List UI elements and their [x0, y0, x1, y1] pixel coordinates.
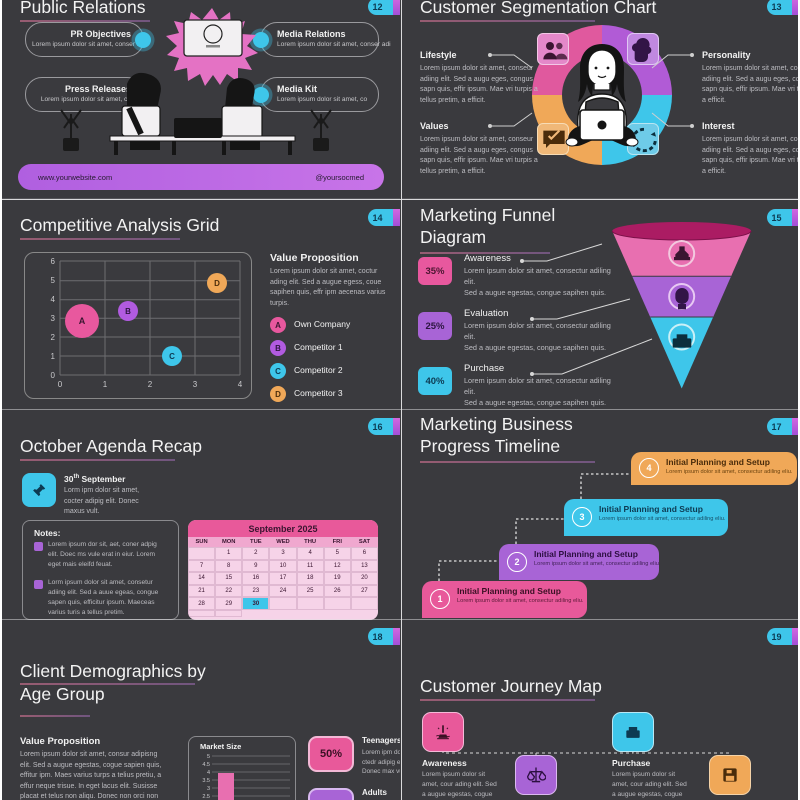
svg-text:4: 4 [51, 295, 56, 304]
svg-text:2: 2 [51, 333, 56, 342]
svg-text:D: D [214, 279, 220, 288]
svg-text:3.5: 3.5 [202, 778, 210, 784]
svg-text:4.5: 4.5 [202, 762, 210, 768]
svg-text:1: 1 [103, 380, 108, 389]
svg-text:5: 5 [51, 276, 56, 285]
svg-text:3: 3 [51, 314, 56, 323]
svg-text:B: B [125, 307, 131, 316]
svg-text:0: 0 [58, 380, 63, 389]
svg-text:C: C [169, 352, 175, 361]
svg-text:4: 4 [238, 380, 243, 389]
svg-text:A: A [79, 316, 86, 326]
svg-text:4: 4 [207, 770, 210, 776]
svg-text:2.5: 2.5 [202, 794, 210, 800]
svg-text:5: 5 [207, 754, 210, 760]
svg-text:0: 0 [51, 371, 56, 380]
svg-text:2: 2 [148, 380, 153, 389]
svg-text:3: 3 [207, 786, 210, 792]
svg-text:6: 6 [51, 257, 56, 266]
svg-text:1: 1 [51, 352, 56, 361]
svg-text:3: 3 [193, 380, 198, 389]
